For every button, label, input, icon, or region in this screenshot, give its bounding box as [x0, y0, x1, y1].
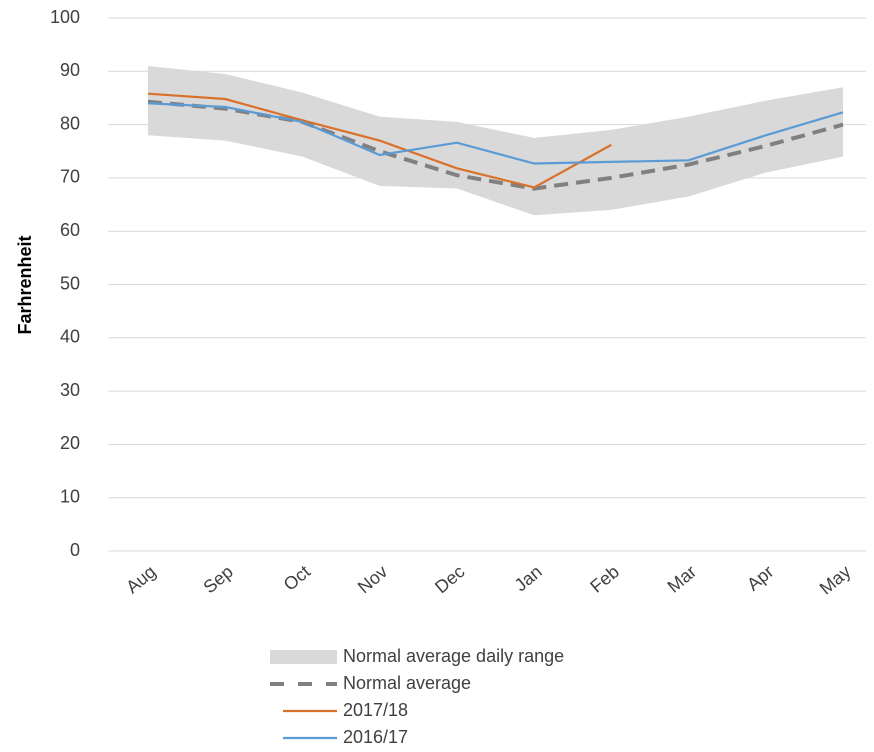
legend-label: 2017/18 [343, 700, 408, 720]
legend-label: Normal average [343, 673, 471, 693]
x-tick-label: Apr [743, 561, 777, 594]
x-tick-label: Sep [199, 561, 236, 597]
y-tick-label: 30 [60, 380, 80, 400]
x-tick-label: Aug [122, 561, 159, 597]
y-tick-label: 50 [60, 273, 80, 293]
y-axis-label: Farhrenheit [15, 235, 35, 334]
x-tick-label: Jan [511, 561, 546, 595]
x-tick-label: Nov [354, 561, 391, 597]
x-tick-label: Feb [586, 561, 623, 596]
y-tick-label: 20 [60, 433, 80, 453]
x-tick-label: Mar [664, 561, 701, 596]
x-tick-label: May [816, 561, 855, 598]
y-tick-label: 70 [60, 167, 80, 187]
series-line [147, 92, 612, 189]
y-tick-label: 0 [70, 540, 80, 560]
legend-swatch [270, 650, 337, 664]
y-tick-label: 80 [60, 113, 80, 133]
y-tick-label: 40 [60, 327, 80, 347]
y-tick-label: 100 [50, 7, 80, 27]
y-tick-label: 60 [60, 220, 80, 240]
y-tick-label: 90 [60, 60, 80, 80]
y-tick-label: 10 [60, 486, 80, 506]
x-tick-label: Dec [431, 561, 468, 597]
legend-label: 2016/17 [343, 727, 408, 747]
range-band [148, 65, 843, 216]
legend-label: Normal average daily range [343, 646, 564, 666]
x-tick-label: Oct [280, 561, 314, 594]
series-line [147, 102, 844, 165]
